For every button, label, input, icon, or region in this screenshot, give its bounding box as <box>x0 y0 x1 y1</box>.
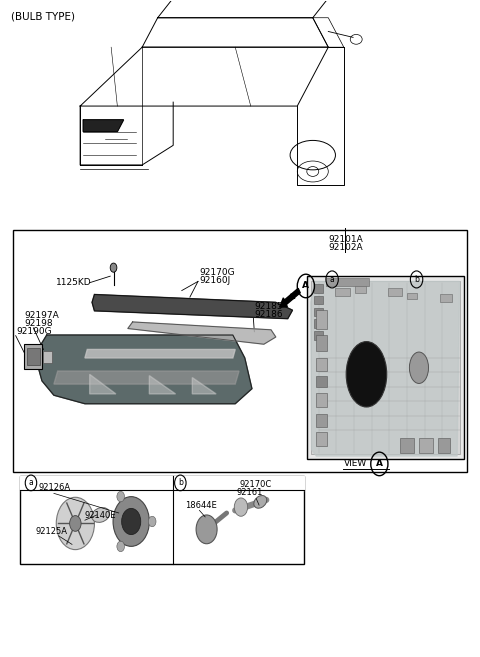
Text: 92102A: 92102A <box>328 243 363 252</box>
Circle shape <box>234 498 248 516</box>
Bar <box>307 276 464 459</box>
Circle shape <box>196 515 217 544</box>
Text: 92170G: 92170G <box>199 269 235 277</box>
Bar <box>27 348 39 365</box>
Bar <box>407 292 417 299</box>
Bar <box>13 231 467 472</box>
Polygon shape <box>92 294 292 319</box>
Bar <box>316 413 327 426</box>
Bar <box>314 307 323 316</box>
Text: 92185: 92185 <box>254 302 283 311</box>
Text: 92161: 92161 <box>236 488 263 497</box>
Bar <box>21 476 304 564</box>
Text: 92198: 92198 <box>24 319 53 328</box>
Bar <box>336 288 350 296</box>
Text: 92197A: 92197A <box>24 311 59 320</box>
Text: VIEW: VIEW <box>344 459 367 468</box>
Text: 92170C: 92170C <box>240 480 272 489</box>
Polygon shape <box>90 374 116 394</box>
Text: b: b <box>414 275 419 284</box>
Bar <box>311 281 460 454</box>
Circle shape <box>117 541 124 552</box>
Polygon shape <box>54 371 239 384</box>
Polygon shape <box>311 281 459 456</box>
Circle shape <box>110 263 117 272</box>
Polygon shape <box>128 322 276 344</box>
Circle shape <box>56 497 95 550</box>
Polygon shape <box>149 376 176 394</box>
Bar <box>438 438 450 453</box>
Circle shape <box>121 509 141 535</box>
Bar <box>314 296 323 304</box>
Text: b: b <box>178 478 183 487</box>
Bar <box>316 393 327 407</box>
Bar <box>314 319 323 328</box>
Bar <box>316 310 327 328</box>
Polygon shape <box>35 335 252 404</box>
Text: a: a <box>29 478 33 487</box>
Text: 18644E: 18644E <box>185 501 217 510</box>
FancyArrow shape <box>280 288 300 307</box>
Text: (BULB TYPE): (BULB TYPE) <box>11 11 75 21</box>
Text: a: a <box>330 275 335 284</box>
Text: 1125KD: 1125KD <box>56 278 92 287</box>
Bar <box>355 286 366 292</box>
Ellipse shape <box>346 342 387 407</box>
Bar <box>24 344 42 369</box>
Ellipse shape <box>409 352 429 384</box>
Bar <box>326 278 369 286</box>
Text: A: A <box>376 459 383 468</box>
Ellipse shape <box>92 508 109 522</box>
Bar <box>400 438 414 453</box>
Text: 92160J: 92160J <box>199 277 231 285</box>
Bar <box>388 288 402 296</box>
Bar <box>316 335 327 351</box>
Bar <box>314 284 323 292</box>
Text: 92190G: 92190G <box>17 327 52 336</box>
Text: 92140E: 92140E <box>85 511 117 520</box>
Bar <box>316 376 327 388</box>
Bar <box>441 294 452 302</box>
Text: 92101A: 92101A <box>328 235 363 244</box>
Circle shape <box>148 516 156 527</box>
Circle shape <box>70 516 81 532</box>
Polygon shape <box>85 350 235 358</box>
Bar <box>316 358 327 371</box>
Bar <box>43 351 52 363</box>
Ellipse shape <box>254 495 267 509</box>
Text: 92126A: 92126A <box>38 483 71 492</box>
Text: 92186: 92186 <box>254 309 283 319</box>
Circle shape <box>113 497 149 547</box>
Polygon shape <box>21 476 304 490</box>
Circle shape <box>117 491 124 502</box>
Text: 92125A: 92125A <box>36 527 68 536</box>
Bar <box>419 438 433 453</box>
Polygon shape <box>83 120 123 131</box>
Bar <box>316 432 327 446</box>
Text: A: A <box>302 281 309 290</box>
Polygon shape <box>192 378 216 394</box>
Bar <box>314 331 323 340</box>
